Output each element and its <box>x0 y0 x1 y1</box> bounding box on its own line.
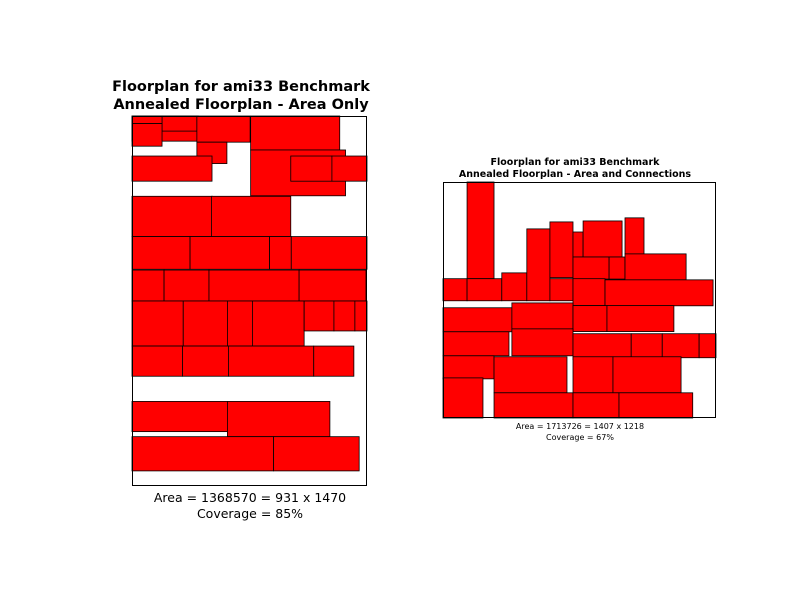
chart1-block-27 <box>333 300 356 332</box>
chart2-block-31 <box>493 392 574 419</box>
chart1-block-34 <box>227 401 331 438</box>
chart2-block-24 <box>661 333 700 359</box>
chart2-block-5 <box>526 228 551 302</box>
chart2-area-text: Area = 1713726 = 1407 x 1218 <box>515 422 645 431</box>
chart1-block-16 <box>269 236 292 270</box>
chart1-block-11 <box>211 195 292 237</box>
chart2-block-1 <box>466 181 495 280</box>
chart2-floorplan <box>442 181 717 419</box>
chart2-block-30 <box>442 377 484 419</box>
chart2-block-3 <box>466 278 503 302</box>
chart2-title-line1: Floorplan for ami33 Benchmark <box>490 157 660 168</box>
chart2-coverage-text: Coverage = 67% <box>546 433 614 442</box>
chart1-block-32 <box>313 345 355 377</box>
chart2-block-26 <box>442 355 495 380</box>
chart2-block-21 <box>511 328 574 357</box>
chart1-block-18 <box>131 269 165 302</box>
chart1-block-5 <box>131 115 163 124</box>
chart1-block-12 <box>290 155 333 182</box>
chart2-block-13 <box>549 278 574 302</box>
chart1-title-line1: Floorplan for ami33 Benchmark <box>112 79 370 95</box>
chart1-block-30 <box>182 345 229 377</box>
chart2-block-14 <box>572 278 606 307</box>
chart1-block-35 <box>131 436 275 472</box>
chart1-block-28 <box>354 300 368 332</box>
chart1-outline-frame <box>132 116 367 486</box>
chart1-block-22 <box>131 300 184 347</box>
chart1-block-14 <box>131 236 191 270</box>
chart1-block-10 <box>131 155 213 182</box>
chart1-block-26 <box>303 300 335 332</box>
chart1-coverage-text: Coverage = 85% <box>196 506 304 521</box>
chart1-block-23 <box>182 300 228 347</box>
chart1-block-3 <box>196 115 251 143</box>
chart2-block-18 <box>572 305 608 332</box>
chart1-caption: Area = 1368570 = 931 x 1470 Coverage = 8… <box>120 490 380 522</box>
chart1-block-15 <box>189 236 270 270</box>
chart2-block-11 <box>608 256 626 280</box>
chart2-block-33 <box>618 392 694 419</box>
chart2-outline-frame <box>443 182 716 418</box>
chart1-title-line2: Annealed Floorplan - Area Only <box>113 97 369 113</box>
chart1-block-13 <box>331 155 368 182</box>
chart1-block-33 <box>131 401 228 433</box>
chart1-block-17 <box>290 236 368 270</box>
chart2-block-10 <box>572 256 610 280</box>
chart1-block-2 <box>161 115 198 132</box>
chart1-block-7 <box>250 115 341 151</box>
chart2-block-29 <box>612 356 682 394</box>
chart2-block-2 <box>442 278 468 302</box>
chart1-floorplan <box>131 115 368 486</box>
chart1-block-9 <box>131 195 213 237</box>
chart2-caption: Area = 1713726 = 1407 x 1218 Coverage = … <box>480 421 680 443</box>
chart2-block-6 <box>549 221 574 279</box>
chart2-block-22 <box>572 333 632 361</box>
chart2-block-23 <box>630 333 663 359</box>
chart1-block-29 <box>131 345 183 377</box>
chart2-block-25 <box>698 333 717 359</box>
chart2-title-line2: Annealed Floorplan - Area and Connection… <box>458 169 692 180</box>
chart2-block-27 <box>493 356 568 394</box>
chart1-block-21 <box>298 269 367 302</box>
chart2-block-19 <box>606 305 675 332</box>
chart2-block-12 <box>624 253 687 281</box>
chart1-title: Floorplan for ami33 Benchmark Annealed F… <box>101 78 381 114</box>
chart1-block-19 <box>163 269 210 302</box>
chart1-area-text: Area = 1368570 = 931 x 1470 <box>153 490 347 505</box>
chart2-block-32 <box>572 392 620 419</box>
chart2-block-15 <box>604 279 714 307</box>
chart2-block-20 <box>442 331 510 357</box>
chart2-block-7 <box>572 231 584 258</box>
chart2-block-16 <box>442 307 513 333</box>
chart1-block-31 <box>228 345 315 377</box>
chart2-block-9 <box>624 217 645 255</box>
chart2-title: Floorplan for ami33 Benchmark Annealed F… <box>440 157 710 181</box>
chart1-block-36 <box>273 436 360 472</box>
chart1-block-25 <box>252 300 305 347</box>
chart1-block-24 <box>227 300 253 347</box>
chart2-block-17 <box>511 302 574 330</box>
chart1-block-6 <box>131 123 163 147</box>
chart1-block-20 <box>208 269 300 302</box>
chart2-block-28 <box>572 356 614 394</box>
chart2-block-4 <box>501 272 528 302</box>
chart2-block-8 <box>582 220 623 258</box>
